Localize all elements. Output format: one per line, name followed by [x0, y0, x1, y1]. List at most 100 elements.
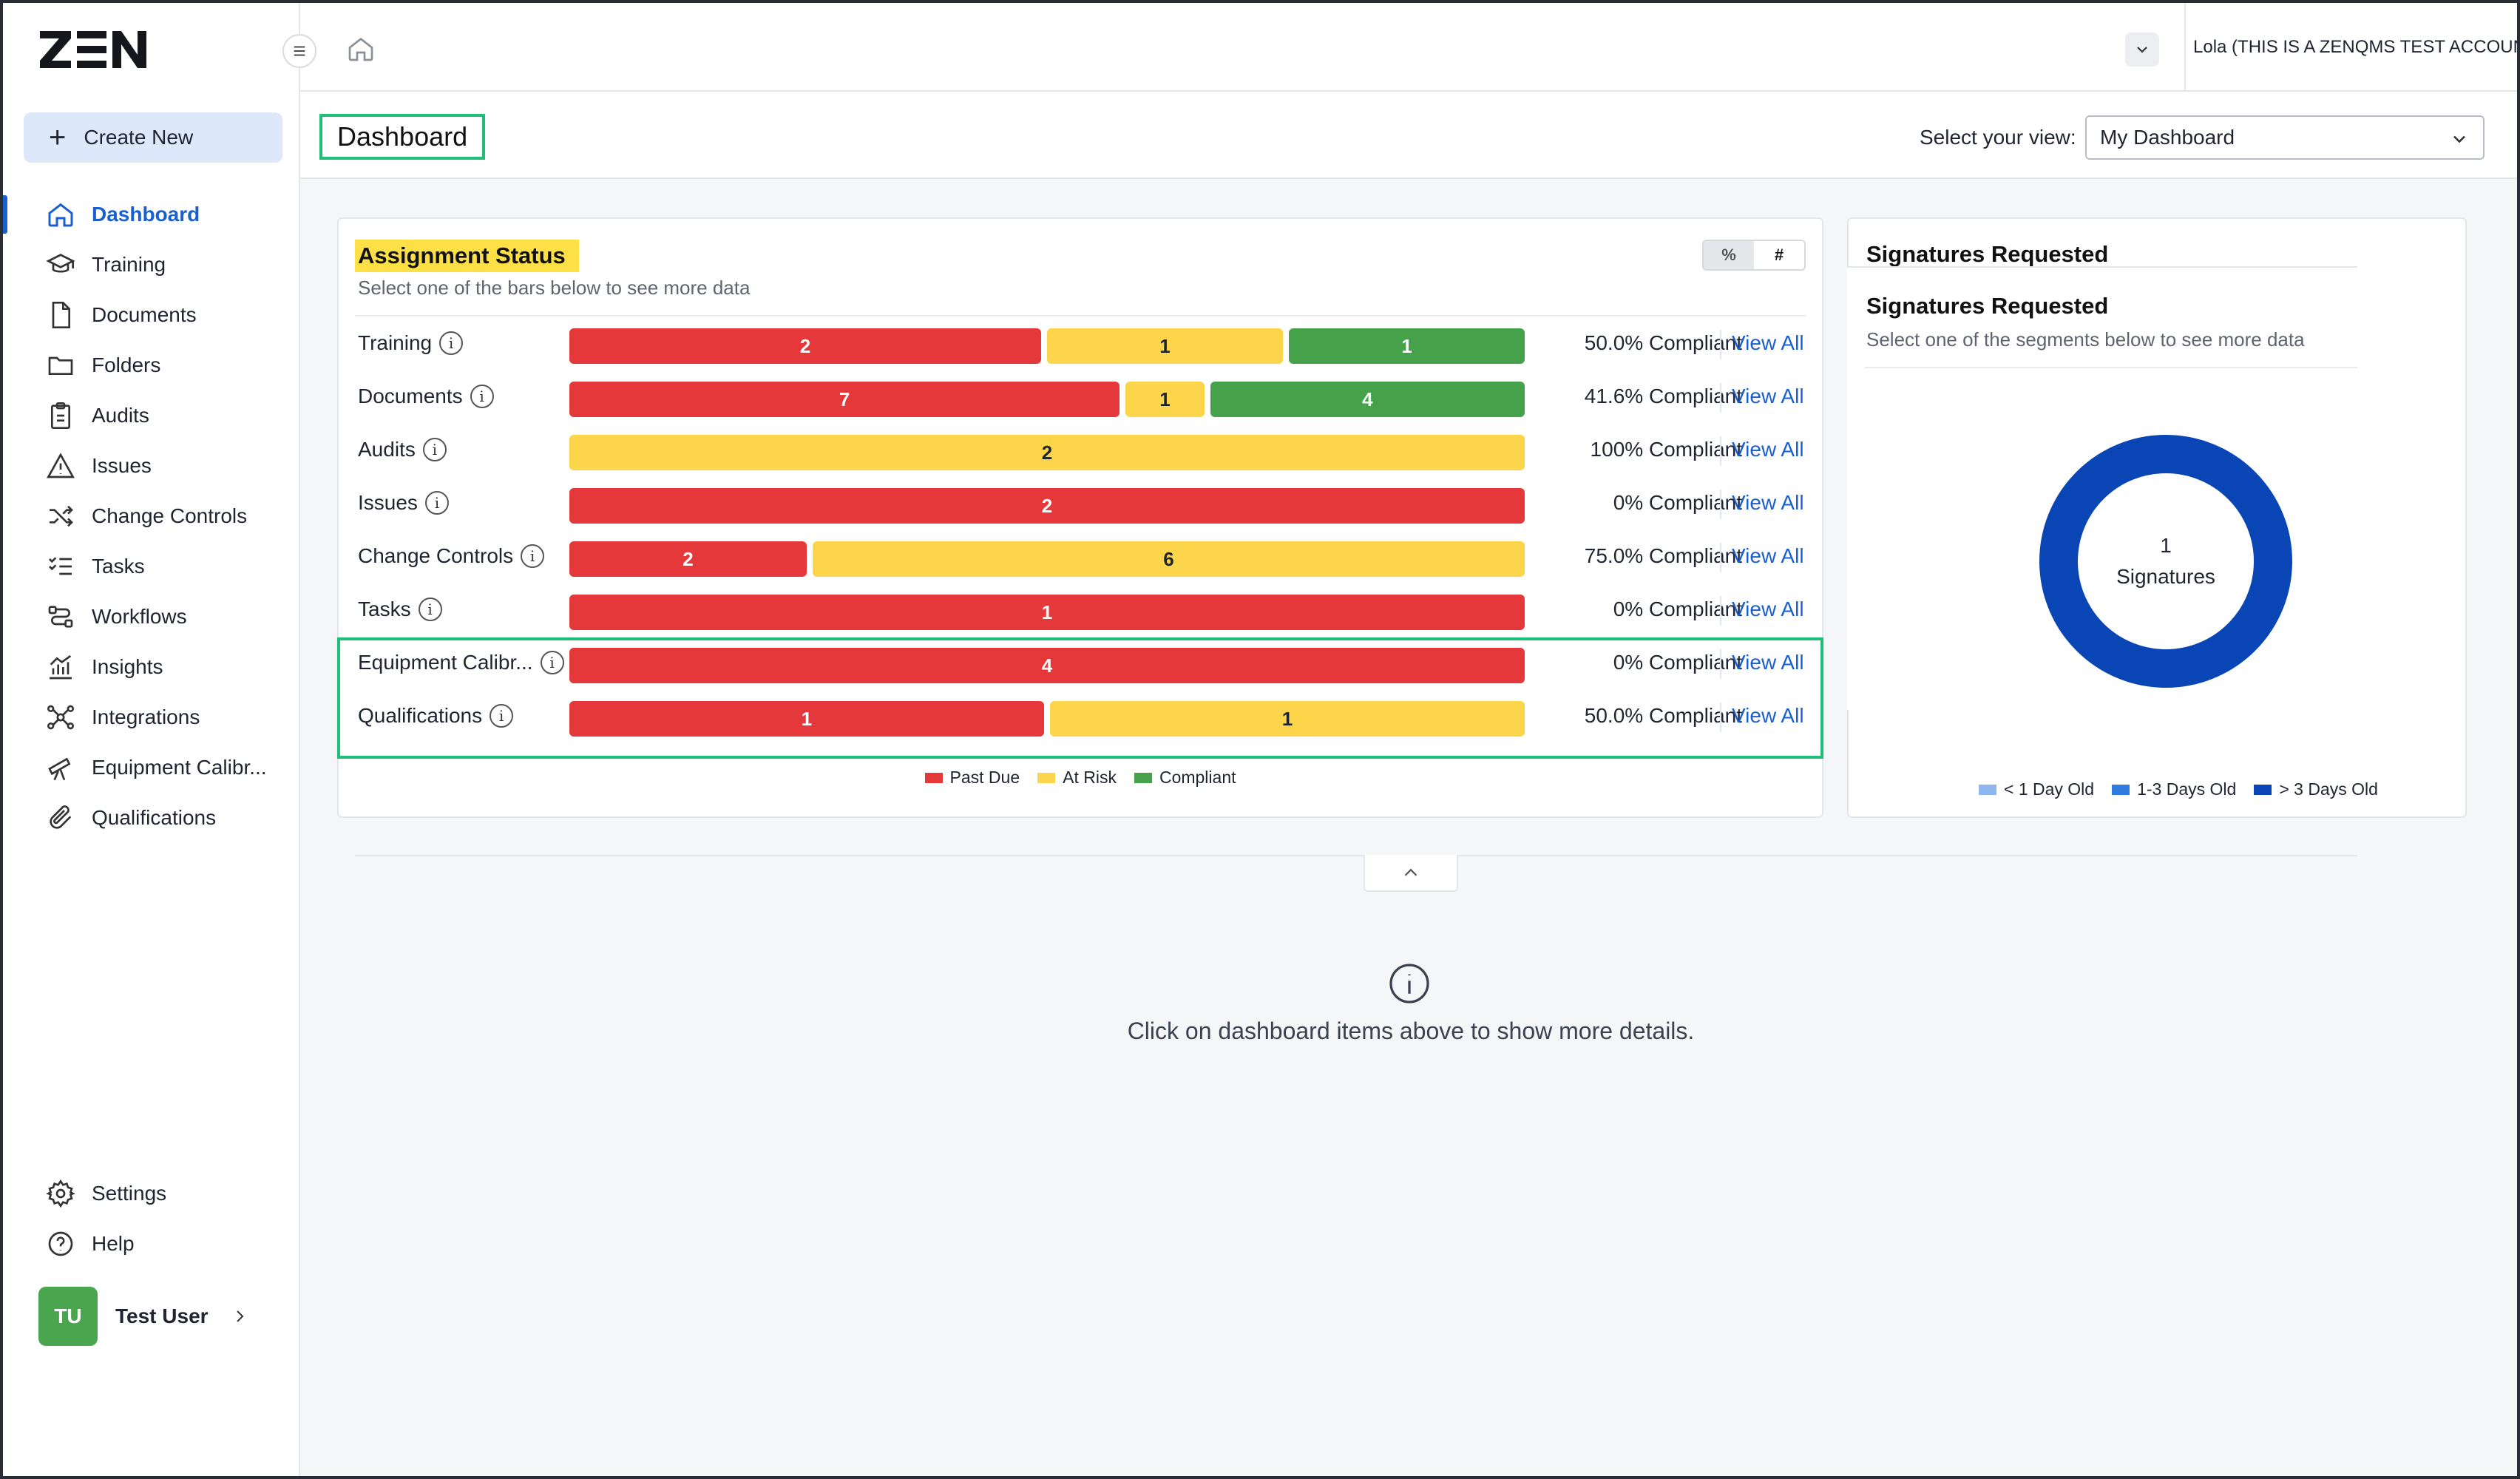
collapse-dashboard-button[interactable]	[1364, 855, 1458, 892]
sidebar-item-change-controls[interactable]: Change Controls	[3, 491, 299, 541]
view-all-link[interactable]: View All	[1732, 598, 1804, 620]
compliance-text: 0% Compliant	[1613, 651, 1742, 674]
chart-icon	[50, 654, 72, 680]
info-icon[interactable]: i	[439, 331, 464, 355]
sidebar-collapse-button[interactable]	[282, 34, 316, 68]
title-bar: Dashboard Select your view: My Dashboard	[300, 92, 2517, 179]
home-icon[interactable]	[346, 34, 376, 64]
sidebar-item-integrations[interactable]: Integrations	[3, 692, 299, 742]
sidebar-item-documents[interactable]: Documents	[3, 290, 299, 340]
sidebar-item-audits[interactable]: Audits	[3, 390, 299, 441]
legend-label: Compliant	[1159, 768, 1236, 787]
row-label-text: Change Controls	[358, 544, 514, 567]
bar-segment-past-due[interactable]: 1	[569, 701, 1044, 737]
telescope-icon	[48, 757, 71, 781]
assignment-row: Training i 2 1 1 50.0% Compliant View All	[339, 318, 1822, 371]
assignment-status-subtitle: Select one of the bars below to see more…	[358, 277, 751, 299]
legend-item-under-1-day: < 1 Day Old	[1979, 779, 2094, 799]
sidebar-item-help[interactable]: Help	[3, 1219, 299, 1269]
account-name[interactable]: Lola (THIS IS A ZENQMS TEST ACCOUNT)	[2184, 3, 2517, 92]
bar-segment-past-due[interactable]: 1	[569, 595, 1525, 630]
info-icon[interactable]: i	[424, 491, 449, 515]
legend-item-over-3-days: > 3 Days Old	[2254, 779, 2378, 799]
bar-segment-past-due[interactable]: 4	[569, 648, 1525, 683]
view-all-link[interactable]: View All	[1732, 438, 1804, 461]
sidebar-item-label: Folders	[92, 353, 161, 376]
sidebar-item-equipment-calibration[interactable]: Equipment Calibr...	[3, 742, 299, 793]
bar-segment-at-risk[interactable]: 1	[1125, 382, 1205, 417]
bar-segment-at-risk[interactable]: 2	[569, 435, 1525, 470]
sidebar-item-label: Workflows	[92, 605, 187, 628]
toggle-count[interactable]: #	[1754, 241, 1804, 269]
divider	[355, 315, 1806, 317]
sidebar-item-label: Equipment Calibr...	[92, 756, 267, 779]
view-all-link[interactable]: View All	[1732, 331, 1804, 354]
legend-swatch	[2112, 784, 2130, 795]
assignment-row: Change Controls i 2 6 75.0% Compliant View Al…	[339, 531, 1822, 584]
donut-center-value: 1	[2160, 534, 2172, 557]
create-new-button[interactable]: + Create New	[24, 112, 282, 163]
bar-segment-past-due[interactable]: 2	[569, 488, 1525, 524]
bar-segment-past-due[interactable]: 7	[569, 382, 1120, 417]
info-icon[interactable]: i	[418, 598, 442, 621]
view-all-link[interactable]: View All	[1732, 704, 1804, 727]
row-label: Qualifications i	[358, 704, 514, 728]
sidebar-item-dashboard[interactable]: Dashboard	[3, 189, 299, 240]
sidebar-item-label: Dashboard	[92, 203, 200, 226]
document-icon	[52, 302, 70, 328]
sidebar-item-issues[interactable]: Issues	[3, 441, 299, 491]
separator	[1720, 596, 1721, 626]
bar-segment-past-due[interactable]: 2	[569, 541, 807, 577]
view-all-link[interactable]: View All	[1732, 385, 1804, 407]
sidebar-item-label: Issues	[92, 454, 152, 477]
bar-segment-compliant[interactable]: 4	[1210, 382, 1525, 417]
sidebar-item-settings[interactable]: Settings	[3, 1168, 299, 1219]
info-icon[interactable]: i	[540, 651, 564, 674]
row-label-text: Documents	[358, 385, 463, 407]
help-icon	[48, 1231, 73, 1256]
sidebar-item-workflows[interactable]: Workflows	[3, 592, 299, 642]
bar-segment-at-risk[interactable]: 1	[1050, 701, 1525, 737]
network-icon	[47, 705, 75, 730]
view-all-link[interactable]: View All	[1732, 491, 1804, 514]
view-all-link[interactable]: View All	[1732, 544, 1804, 567]
sidebar-item-tasks[interactable]: Tasks	[3, 541, 299, 592]
zen-logo[interactable]	[38, 28, 148, 71]
sidebar-item-insights[interactable]: Insights	[3, 642, 299, 692]
user-menu[interactable]: TU Test User	[38, 1287, 248, 1346]
sidebar-item-training[interactable]: Training	[3, 240, 299, 290]
bar-segment-compliant[interactable]: 1	[1289, 328, 1525, 364]
chevron-down-icon	[2453, 135, 2465, 143]
stacked-bar: 1	[569, 595, 1525, 630]
checklist-icon	[49, 557, 72, 575]
info-icon[interactable]: i	[470, 385, 494, 408]
home-icon	[48, 203, 73, 227]
page-title: Dashboard	[319, 114, 486, 160]
folder-icon	[48, 356, 73, 375]
row-label: Equipment Calibr... i	[358, 651, 564, 674]
legend-swatch	[924, 772, 943, 783]
info-icon[interactable]: i	[490, 704, 514, 728]
chevron-down-icon	[2137, 47, 2147, 53]
paperclip-icon	[50, 805, 72, 829]
sidebar-item-qualifications[interactable]: Qualifications	[3, 793, 299, 843]
signatures-donut[interactable]	[2036, 432, 2295, 691]
view-all-link[interactable]: View All	[1732, 651, 1804, 674]
sidebar-item-folders[interactable]: Folders	[3, 340, 299, 390]
row-label-text: Equipment Calibr...	[358, 651, 533, 674]
donut-center: 1 Signatures	[2036, 432, 2295, 691]
bar-segment-at-risk[interactable]: 6	[813, 541, 1525, 577]
plus-icon: +	[49, 121, 67, 154]
toggle-percent[interactable]: %	[1704, 241, 1754, 269]
account-dropdown-button[interactable]	[2125, 33, 2159, 67]
info-icon[interactable]: i	[422, 438, 447, 461]
info-icon[interactable]: i	[521, 544, 545, 568]
bar-segment-past-due[interactable]: 2	[569, 328, 1041, 364]
view-select[interactable]: My Dashboard	[2085, 115, 2485, 160]
compliance-text: 0% Compliant	[1613, 491, 1742, 514]
row-label-text: Audits	[358, 438, 416, 461]
bar-segment-at-risk[interactable]: 1	[1047, 328, 1283, 364]
legend-item-1-3-days: 1-3 Days Old	[2112, 779, 2236, 799]
